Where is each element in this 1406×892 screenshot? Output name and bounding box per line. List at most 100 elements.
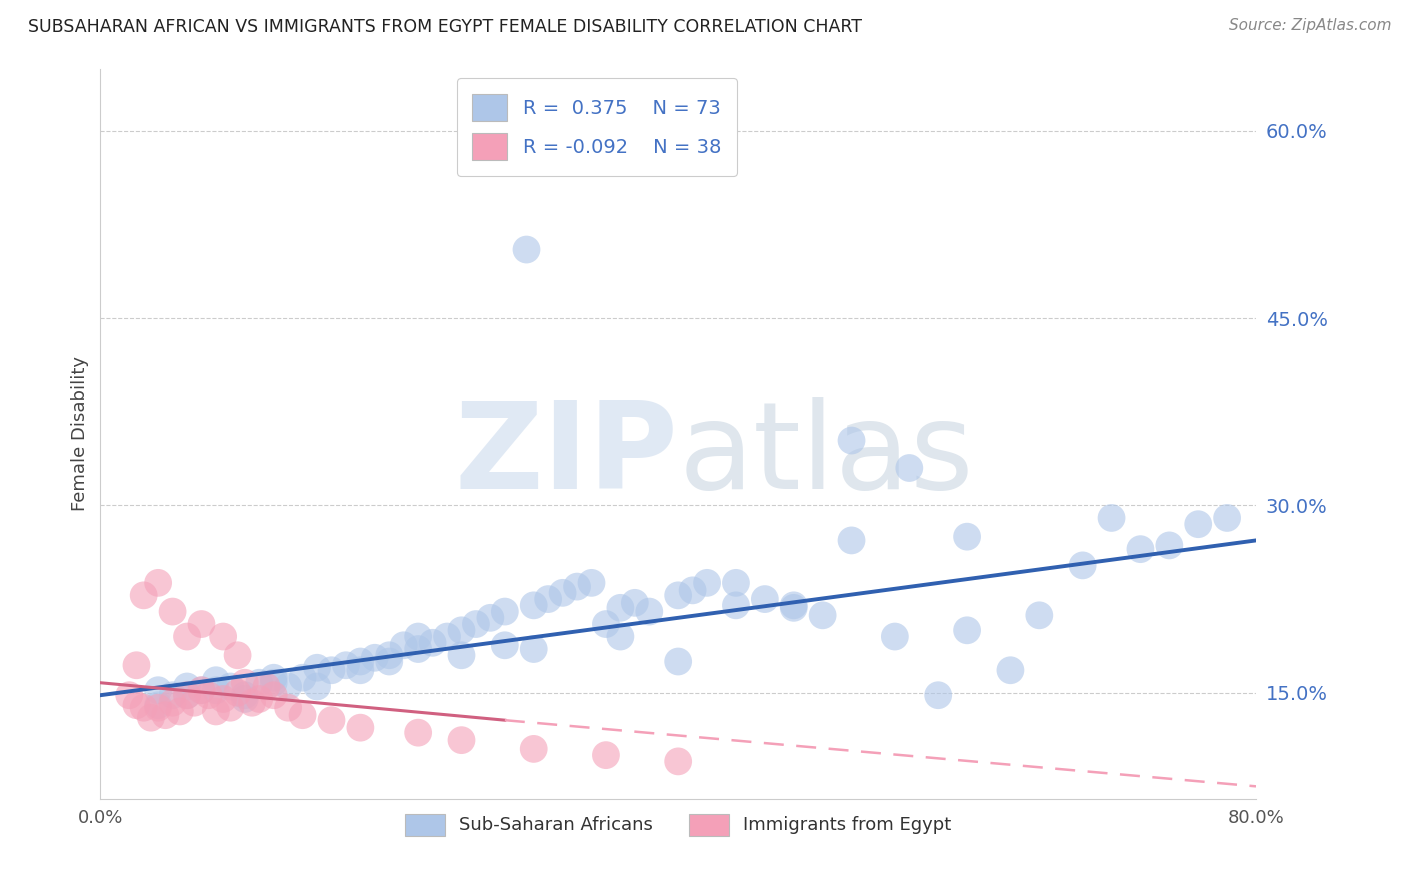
Point [1187,517,1209,532]
Point [436,630,458,644]
Point [595,617,617,632]
Point [682,583,704,598]
Point [364,650,387,665]
Point [956,624,979,638]
Point [233,692,256,706]
Point [226,648,249,663]
Point [219,700,242,714]
Point [125,658,148,673]
Point [551,586,574,600]
Point [197,688,219,702]
Point [291,708,314,723]
Point [841,434,863,448]
Point [247,675,270,690]
Text: atlas: atlas [678,397,974,514]
Point [190,617,212,632]
Point [422,636,444,650]
Point [205,705,228,719]
Point [183,696,205,710]
Point [176,680,198,694]
Point [515,243,537,257]
Point [883,630,905,644]
Point [305,661,328,675]
Point [696,575,718,590]
Point [1028,608,1050,623]
Point [638,605,661,619]
Point [277,680,299,694]
Point [406,725,429,739]
Point [277,700,299,714]
Point [450,648,472,663]
Point [378,655,401,669]
Point [162,696,184,710]
Text: ZIP: ZIP [454,397,678,514]
Point [162,605,184,619]
Point [205,673,228,688]
Point [349,663,371,677]
Point [155,708,177,723]
Point [132,700,155,714]
Point [406,642,429,657]
Point [666,755,689,769]
Point [841,533,863,548]
Point [523,742,546,756]
Point [479,611,502,625]
Point [118,688,141,702]
Point [169,705,191,719]
Point [523,642,546,657]
Point [378,648,401,663]
Point [523,599,546,613]
Point [132,588,155,602]
Point [176,688,198,702]
Point [898,461,921,475]
Point [263,688,285,702]
Point [219,680,242,694]
Point [609,600,631,615]
Legend: Sub-Saharan Africans, Immigrants from Egypt: Sub-Saharan Africans, Immigrants from Eg… [396,805,960,845]
Point [494,605,516,619]
Point [609,630,631,644]
Point [240,696,263,710]
Point [724,599,747,613]
Text: SUBSAHARAN AFRICAN VS IMMIGRANTS FROM EGYPT FEMALE DISABILITY CORRELATION CHART: SUBSAHARAN AFRICAN VS IMMIGRANTS FROM EG… [28,18,862,36]
Point [927,688,949,702]
Point [146,683,169,698]
Point [1129,542,1152,557]
Point [783,599,806,613]
Y-axis label: Female Disability: Female Disability [72,356,89,511]
Point [190,683,212,698]
Point [162,688,184,702]
Point [724,575,747,590]
Point [811,608,834,623]
Point [1101,511,1123,525]
Point [247,692,270,706]
Point [226,686,249,700]
Point [565,580,588,594]
Point [263,671,285,685]
Point [349,721,371,735]
Point [450,624,472,638]
Point [190,683,212,698]
Point [1000,663,1022,677]
Point [624,596,647,610]
Point [263,675,285,690]
Point [666,655,689,669]
Point [205,683,228,698]
Point [494,638,516,652]
Point [666,588,689,602]
Point [581,575,603,590]
Point [291,671,314,685]
Point [256,680,278,694]
Point [406,630,429,644]
Point [305,680,328,694]
Point [537,592,560,607]
Point [176,688,198,702]
Point [754,592,776,607]
Point [465,617,488,632]
Point [1216,511,1239,525]
Point [139,711,162,725]
Point [783,600,806,615]
Point [212,630,235,644]
Point [176,630,198,644]
Point [146,700,169,714]
